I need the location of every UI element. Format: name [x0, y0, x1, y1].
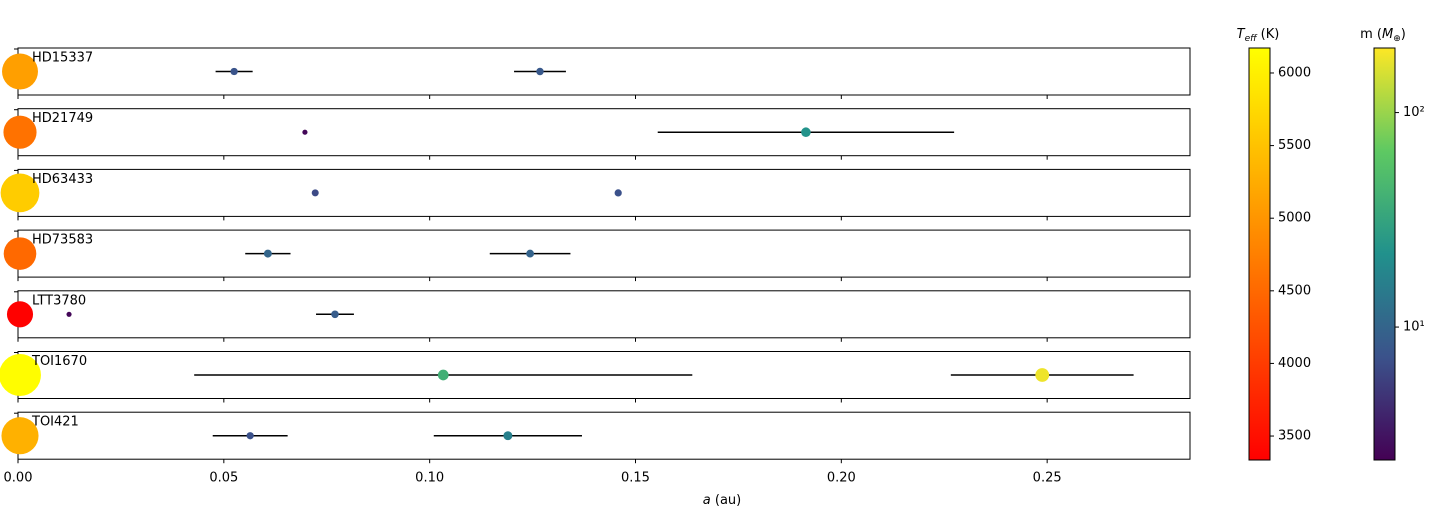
x-tick-label: 0.05	[209, 471, 238, 486]
x-label-unit: (au)	[715, 493, 741, 508]
cb-label-part: m (	[1360, 27, 1382, 42]
x-label-symbol: a	[703, 493, 711, 508]
planet	[503, 431, 513, 441]
system-name: HD21749	[32, 111, 93, 126]
planet	[66, 311, 72, 317]
cb-label-part: )	[1401, 27, 1406, 42]
colorbar-tick-label: 4500	[1278, 283, 1311, 298]
x-tick-label: 0.10	[415, 471, 444, 486]
x-tick-label: 0.25	[1033, 471, 1062, 486]
colorbar	[1248, 47, 1271, 461]
planet	[331, 310, 339, 319]
colorbar-tick-label: 5000	[1278, 211, 1311, 226]
planet	[263, 249, 272, 258]
cb-label-part: (K)	[1261, 27, 1280, 42]
system-name: HD15337	[32, 51, 93, 66]
colorbar-tick-label: 3500	[1278, 429, 1311, 444]
planet	[526, 249, 535, 258]
planet	[1035, 368, 1050, 382]
planet	[801, 127, 811, 137]
system-name: TOI421	[31, 415, 79, 430]
system-name: HD73583	[32, 233, 93, 248]
star	[1, 417, 39, 455]
star	[3, 115, 37, 149]
panel-frame	[17, 290, 1191, 339]
star	[2, 53, 38, 90]
mass-colorbar-title: m (M⊕)	[1360, 27, 1406, 44]
colorbar-tick-label: 5500	[1278, 138, 1311, 153]
x-tick-label: 0.20	[827, 471, 856, 486]
panel-frame	[17, 168, 1191, 217]
system-name: HD63433	[32, 172, 93, 187]
panel-frame	[17, 411, 1191, 460]
panel-frame	[17, 229, 1191, 278]
x-axis-label: a (au)	[703, 493, 741, 508]
colorbar-tick-label: 10¹	[1403, 320, 1425, 335]
planet	[437, 369, 449, 381]
star	[0, 173, 40, 213]
planet	[614, 189, 622, 197]
x-tick-label: 0.00	[4, 471, 33, 486]
planet	[230, 67, 238, 76]
star	[0, 354, 41, 396]
panel-frame	[17, 108, 1191, 157]
planet	[311, 189, 319, 197]
colorbar-tick-label: 10²	[1403, 105, 1425, 120]
colorbar-tick-label: 4000	[1278, 356, 1311, 371]
colorbar-tick-label: 6000	[1278, 65, 1311, 80]
planet	[246, 432, 254, 440]
star	[6, 301, 34, 328]
planet	[302, 129, 308, 135]
system-name: TOI1670	[31, 354, 87, 369]
cb-label-part: T	[1237, 27, 1246, 42]
cb-label-part: M	[1382, 27, 1393, 42]
star	[3, 237, 37, 270]
colorbar	[1373, 47, 1396, 461]
panel-frame	[17, 47, 1191, 96]
teff-colorbar-title: Teff (K)	[1237, 27, 1280, 44]
system-name: LTT3780	[32, 293, 86, 308]
x-tick-label: 0.15	[621, 471, 650, 486]
planet	[536, 67, 544, 76]
cb-label-part: eff	[1245, 34, 1259, 44]
cb-label-part: ⊕	[1393, 34, 1401, 44]
